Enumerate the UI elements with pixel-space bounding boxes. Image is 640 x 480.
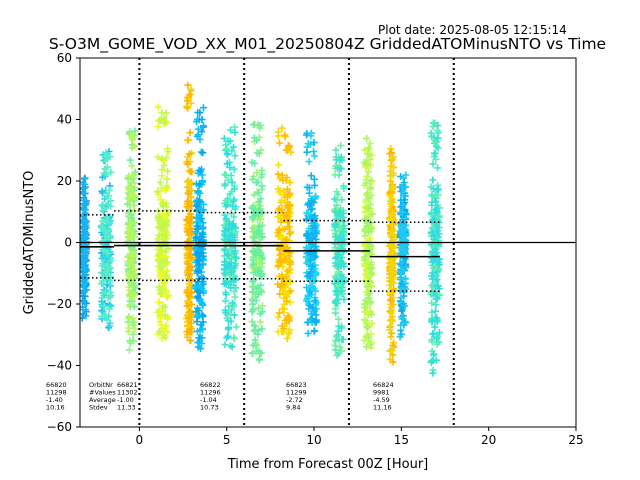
orbit-stat-value: 9981: [373, 389, 390, 397]
y-tick-label: 40: [57, 113, 72, 127]
orbit-stat-value: -1.04: [200, 396, 217, 404]
orbit-stat-value: -4.59: [373, 396, 390, 404]
swath-9: [302, 129, 320, 337]
swath-markers: [248, 121, 266, 363]
orbit-stat-value: 66821: [117, 381, 138, 389]
orbit-stat-value: 11296: [200, 389, 221, 397]
orbit-stat-value: 66822: [200, 381, 221, 389]
x-tick-label: 0: [136, 433, 144, 447]
swath-14: [427, 119, 444, 377]
orbit-stat-value: -1.00: [117, 396, 134, 404]
y-tick-label: −20: [47, 297, 72, 311]
stats-row-label: Average: [89, 396, 116, 404]
orbit-stat-value: 10.73: [200, 404, 219, 412]
x-tick-label: 20: [481, 433, 496, 447]
stats-row-label: Stdev: [89, 404, 108, 412]
orbit-stat-value: -2.72: [286, 396, 303, 404]
swath-markers: [124, 131, 139, 335]
orbit-stat-value: -1.40: [46, 396, 63, 404]
swath-3: [154, 103, 172, 343]
swath-1: [97, 148, 115, 332]
swath-markers: [154, 109, 172, 341]
swath-11: [360, 134, 376, 352]
swath-8: [274, 124, 295, 342]
orbit-stat-value: 11299: [286, 389, 307, 397]
stats-row-label: OrbitNr: [89, 381, 113, 389]
swath-markers: [80, 174, 90, 320]
swath-5: [192, 104, 207, 353]
orbit-stat-value: 11298: [46, 389, 67, 397]
orbit-stat-value: 10.16: [46, 404, 65, 412]
swath-12: [386, 145, 398, 366]
x-tick-label: 10: [306, 433, 321, 447]
chart-title: S-O3M_GOME_VOD_XX_M01_20250804Z GriddedA…: [48, 35, 607, 53]
swath-markers: [360, 134, 376, 351]
stats-row-label: #Values: [89, 389, 116, 397]
y-tick-label: 20: [57, 174, 72, 188]
swath-markers: [331, 153, 348, 343]
swath-10: [331, 142, 348, 359]
x-tick-label: 15: [394, 433, 409, 447]
y-tick-label: −60: [47, 420, 72, 434]
swath-6: [220, 123, 240, 351]
swath-markers: [302, 131, 320, 335]
y-axis-label: GriddedATOMinusNTO: [22, 171, 37, 315]
orbit-stat-value: 66823: [286, 381, 307, 389]
swath-markers: [98, 149, 115, 324]
orbit-stat-value: 9.84: [286, 404, 300, 412]
swath-4: [183, 81, 196, 345]
y-tick-label: 60: [57, 51, 72, 65]
swath-markers: [183, 81, 196, 345]
x-tick-label: 5: [223, 433, 231, 447]
swath-2: [124, 127, 139, 354]
plot-date: Plot date: 2025-08-05 12:15:14: [378, 23, 567, 37]
orbit-stat-value: 11.33: [117, 404, 136, 412]
orbit-stat-value: 66824: [373, 381, 394, 389]
swath-7: [248, 120, 266, 364]
y-tick-label: −40: [47, 359, 72, 373]
orbit-stat-value: 11302: [117, 389, 138, 397]
x-axis-label: Time from Forecast 00Z [Hour]: [227, 457, 429, 472]
y-tick-label: 0: [64, 236, 72, 250]
swath-markers: [274, 131, 294, 333]
orbit-stat-value: 11.16: [373, 404, 392, 412]
x-tick-label: 25: [568, 433, 583, 447]
orbit-stat-value: 66820: [46, 381, 67, 389]
